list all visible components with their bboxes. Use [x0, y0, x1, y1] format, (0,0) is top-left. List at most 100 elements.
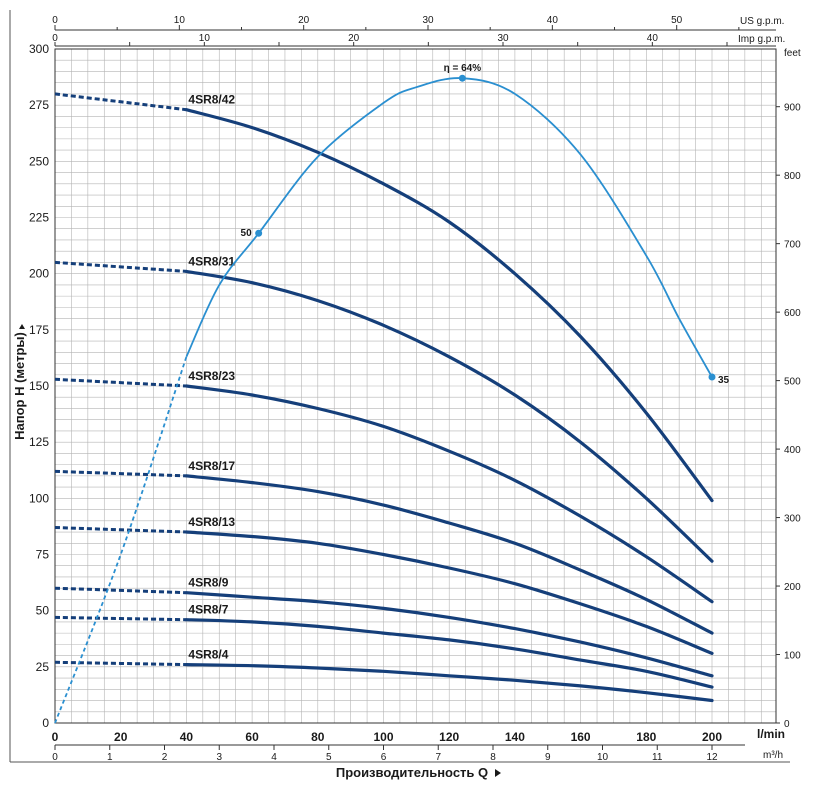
- series-label: 4SR8/42: [188, 93, 235, 107]
- y-axis-title: Напор H (метры): [12, 332, 27, 440]
- series-group: 4SR8/42 4SR8/31 4SR8/23 4SR8/17 4SR8/13 4SR8/…: [54, 92, 714, 703]
- x-tick-label: 200: [702, 730, 722, 744]
- series-label: 4SR8/23: [188, 369, 235, 383]
- series-line: [184, 108, 714, 503]
- x-tick-label: 180: [636, 730, 656, 744]
- series-line-dashed: [54, 615, 187, 622]
- top-us-unit-label: US g.p.m.: [740, 16, 784, 27]
- feet-tick-label: 600: [784, 308, 801, 319]
- y-tick-label: 200: [29, 267, 49, 281]
- m3h-tick-label: 0: [52, 752, 58, 763]
- y-tick-label: 225: [29, 211, 49, 225]
- feet-tick-label: 500: [784, 377, 801, 388]
- series-line-dashed: [54, 526, 187, 534]
- series-line-dashed: [54, 586, 187, 595]
- m3h-tick-label: 4: [271, 752, 277, 763]
- y-tick-label: 300: [29, 42, 49, 56]
- efficiency-line: [185, 77, 713, 378]
- y-tick-label: 175: [29, 323, 49, 337]
- m3h-tick-label: 11: [652, 752, 663, 763]
- x-axis-title: Производительность Q: [336, 765, 488, 780]
- efficiency-curve-group: 50 η = 64% 35: [54, 63, 730, 724]
- efficiency-point-label: 50: [241, 228, 253, 239]
- feet-tick-label: 800: [784, 171, 801, 182]
- series-label: 4SR8/31: [188, 254, 235, 268]
- us-gpm-tick-label: 40: [547, 15, 559, 26]
- m3h-tick-label: 1: [107, 752, 113, 763]
- x-tick-label: 60: [245, 730, 259, 744]
- x-tick-label: 100: [373, 730, 393, 744]
- m3h-tick-label: 10: [597, 752, 609, 763]
- feet-tick-label: 0: [784, 719, 790, 730]
- series-label: 4SR8/9: [188, 576, 228, 590]
- series-line-dashed: [54, 469, 187, 478]
- y-tick-label: 0: [42, 716, 49, 730]
- imp-gpm-tick-label: 10: [199, 33, 211, 44]
- series-line: [184, 474, 714, 635]
- us-gpm-tick-label: 20: [298, 15, 310, 26]
- efficiency-line-dashed: [54, 356, 188, 724]
- series-line: [184, 618, 714, 689]
- series-label: 4SR8/4: [188, 648, 228, 662]
- right-unit-label: feet: [784, 48, 801, 59]
- m3h-tick-label: 12: [706, 752, 718, 763]
- x-tick-label: 140: [505, 730, 525, 744]
- y-tick-label: 150: [29, 379, 49, 393]
- x-tick-label: 160: [571, 730, 591, 744]
- top-imp-unit-label: Imp g.p.m.: [738, 34, 785, 45]
- efficiency-point-label: 35: [718, 375, 730, 386]
- efficiency-point: [708, 373, 716, 381]
- x-tick-label: 40: [180, 730, 194, 744]
- series-label: 4SR8/13: [188, 515, 235, 529]
- series-line: [184, 591, 714, 678]
- feet-tick-label: 400: [784, 445, 801, 456]
- m3h-tick-label: 9: [545, 752, 551, 763]
- plot-frame: [54, 48, 777, 724]
- m3h-tick-label: 8: [490, 752, 496, 763]
- series-line-dashed: [54, 92, 187, 112]
- y-tick-label: 100: [29, 491, 49, 505]
- m3h-tick-label: 6: [381, 752, 387, 763]
- y-tick-label: 50: [36, 604, 50, 618]
- x-tick-label: 120: [439, 730, 459, 744]
- x-tick-label: 80: [311, 730, 325, 744]
- us-gpm-tick-label: 30: [422, 15, 434, 26]
- x-secondary-unit-label: m³/h: [763, 750, 783, 761]
- y-tick-label: 25: [36, 660, 50, 674]
- us-gpm-tick-label: 10: [174, 15, 186, 26]
- m3h-tick-label: 3: [216, 752, 222, 763]
- feet-tick-label: 100: [784, 651, 801, 662]
- series-line: [184, 530, 714, 655]
- x-unit-label: l/min: [757, 727, 785, 741]
- feet-tick-label: 300: [784, 514, 801, 525]
- y-tick-label: 275: [29, 98, 49, 112]
- x-tick-label: 20: [114, 730, 128, 744]
- feet-tick-label: 200: [784, 582, 801, 593]
- feet-tick-label: 900: [784, 103, 801, 114]
- x-axis-arrow-icon: [495, 769, 501, 777]
- y-tick-label: 75: [36, 548, 50, 562]
- grid: [54, 48, 776, 724]
- series-line-dashed: [54, 660, 187, 667]
- feet-tick-label: 700: [784, 240, 801, 251]
- imp-gpm-tick-label: 20: [348, 33, 360, 44]
- m3h-tick-label: 2: [162, 752, 168, 763]
- x-tick-label: 0: [52, 730, 59, 744]
- series-line: [184, 663, 714, 703]
- y-axis-arrow-icon: [19, 324, 25, 329]
- series-line: [184, 269, 714, 563]
- series-label: 4SR8/7: [188, 603, 228, 617]
- m3h-tick-label: 5: [326, 752, 332, 763]
- y-tick-label: 250: [29, 154, 49, 168]
- m3h-tick-label: 7: [435, 752, 441, 763]
- y-tick-label: 125: [29, 435, 49, 449]
- imp-gpm-tick-label: 30: [497, 33, 509, 44]
- series-line: [184, 384, 714, 604]
- efficiency-point: [255, 229, 263, 237]
- series-label: 4SR8/17: [188, 459, 235, 473]
- efficiency-point: [458, 74, 466, 82]
- series-line-dashed: [54, 260, 187, 273]
- us-gpm-tick-label: 50: [671, 15, 683, 26]
